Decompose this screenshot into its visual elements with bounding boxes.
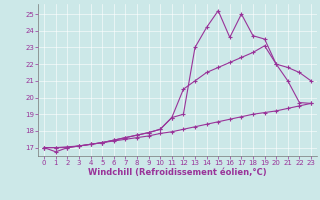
X-axis label: Windchill (Refroidissement éolien,°C): Windchill (Refroidissement éolien,°C) — [88, 168, 267, 177]
